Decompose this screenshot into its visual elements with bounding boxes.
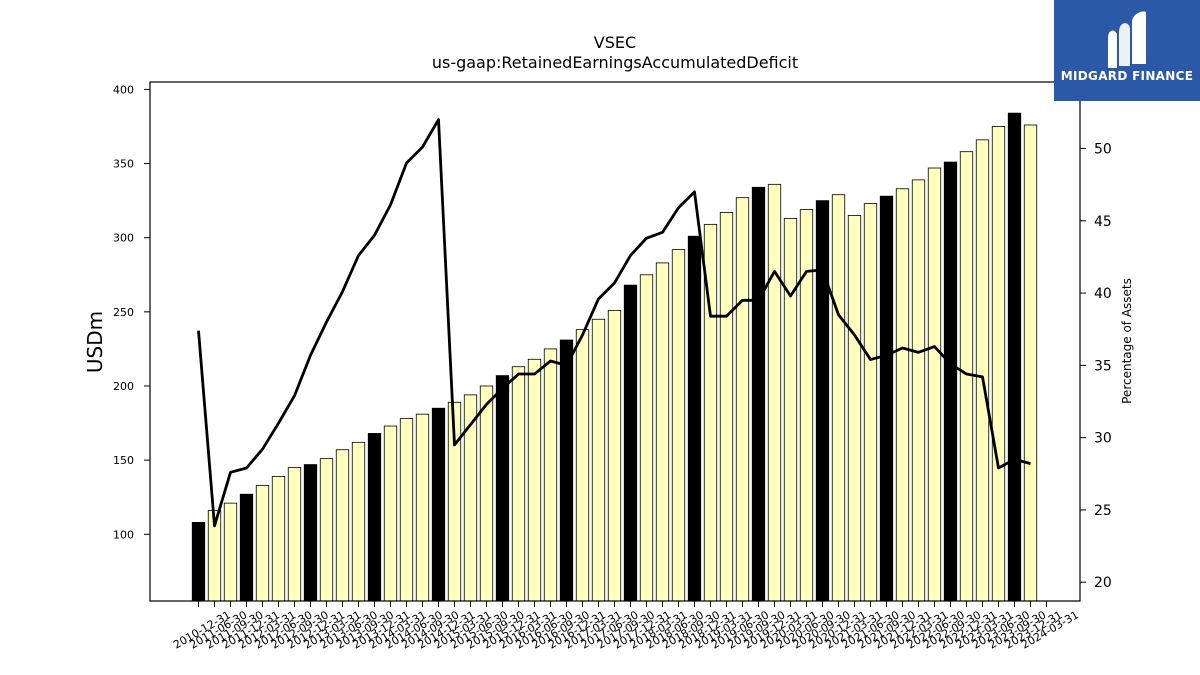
- bar-2015-06-30: [479, 385, 494, 602]
- bar-2011-09-30: [239, 493, 254, 602]
- bar-2021-06-30: [863, 203, 878, 602]
- bar-2013-09-30: [367, 433, 382, 602]
- y2-axis-label: Percentage of Assets: [1120, 278, 1134, 404]
- bar-2016-06-30: [543, 348, 558, 602]
- y2-tick-label: 35: [1094, 358, 1112, 374]
- bar-2015-09-30: [495, 375, 510, 602]
- bar-2021-03-31: [847, 215, 862, 602]
- bar-2019-06-30: [735, 197, 750, 602]
- bar-2022-06-30: [927, 167, 942, 602]
- bar-2013-12-31: [383, 425, 398, 602]
- bar-2023-03-31: [975, 139, 990, 602]
- bar-2020-06-30: [799, 209, 814, 602]
- x-axis: 2010-12-312011-06-302011-09-302011-12-31…: [171, 601, 1081, 652]
- bar-2020-09-30: [815, 200, 830, 602]
- y-axis-left: 100 150 200 250 300 350 400: [113, 83, 150, 541]
- bar-2018-03-31: [655, 262, 670, 602]
- logo: MIDGARD FINANCE: [1054, 0, 1200, 101]
- bar-2016-09-30: [559, 339, 574, 602]
- y-tick-label: 150: [113, 454, 134, 467]
- bar-2014-09-30: [431, 407, 446, 602]
- bar-2021-12-31: [895, 188, 910, 602]
- percentage-line: [197, 118, 1031, 528]
- bar-2020-12-31: [831, 194, 846, 602]
- bar-2017-12-31: [639, 274, 654, 602]
- y-axis-label: USDm: [83, 311, 107, 373]
- bar-2010-12-31: [191, 522, 206, 602]
- bar-2018-09-30: [687, 235, 702, 602]
- y2-tick-label: 40: [1094, 286, 1112, 302]
- bar-2022-09-30: [943, 161, 958, 602]
- y2-tick-label: 25: [1094, 503, 1112, 519]
- y2-tick-label: 30: [1094, 431, 1112, 447]
- bar-2016-12-31: [575, 329, 590, 602]
- line-series: [197, 118, 1031, 528]
- y-tick-label: 100: [113, 528, 134, 541]
- bar-2015-12-31: [511, 366, 526, 602]
- bar-2019-03-31: [719, 212, 734, 602]
- bar-2019-09-30: [751, 186, 766, 602]
- y-tick-label: 200: [113, 380, 134, 393]
- bar-2017-06-30: [607, 309, 622, 602]
- logo-mark-icon: [1108, 11, 1146, 68]
- bar-2022-12-31: [959, 151, 974, 602]
- logo-text: MIDGARD FINANCE: [1060, 69, 1194, 83]
- y-tick-label: 300: [113, 232, 134, 245]
- bar-2011-12-31: [255, 484, 270, 602]
- bar-2016-03-31: [527, 358, 542, 602]
- bar-2023-09-30: [1007, 112, 1022, 602]
- bar-2013-03-31: [335, 449, 350, 602]
- y-tick-label: 400: [113, 83, 134, 96]
- bar-2020-03-31: [783, 218, 798, 602]
- y-tick-label: 350: [113, 158, 134, 171]
- bar-2012-12-31: [319, 458, 334, 602]
- bar-2017-09-30: [623, 284, 638, 602]
- y2-tick-label: 50: [1094, 142, 1112, 158]
- bar-2012-03-31: [271, 476, 286, 602]
- bar-series: [191, 112, 1038, 602]
- y-axis-right: 20 25 30 35 40 45 50: [1080, 142, 1112, 591]
- y2-tick-label: 20: [1094, 575, 1112, 591]
- bar-2023-12-31: [1023, 124, 1038, 602]
- bar-2012-09-30: [303, 464, 318, 602]
- y-tick-label: 250: [113, 306, 134, 319]
- bar-2017-03-31: [591, 318, 606, 602]
- chart-title: VSEC: [594, 33, 636, 52]
- bar-2013-06-30: [351, 441, 366, 602]
- bar-2018-06-30: [671, 249, 686, 602]
- bar-2012-06-30: [287, 467, 302, 602]
- chart-subtitle: us-gaap:RetainedEarningsAccumulatedDefic…: [432, 53, 798, 72]
- bar-2022-03-31: [911, 179, 926, 602]
- bar-2021-09-30: [879, 195, 894, 602]
- bar-2014-06-30: [415, 413, 430, 602]
- y2-tick-label: 45: [1094, 214, 1112, 230]
- bar-2014-03-31: [399, 418, 414, 602]
- bar-2019-12-31: [767, 183, 782, 602]
- bar-2023-06-30: [991, 126, 1006, 602]
- bar-2011-06-30: [223, 502, 238, 602]
